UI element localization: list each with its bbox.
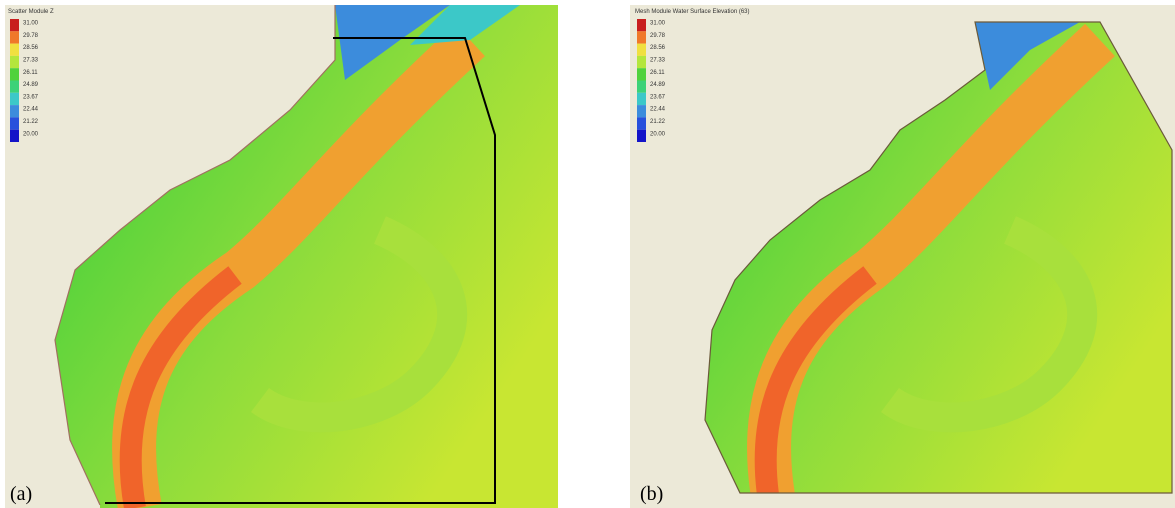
legend-label: 31.00 [650, 21, 666, 27]
legend-label: 29.78 [23, 33, 39, 39]
legend-label: 23.67 [650, 94, 666, 100]
legend-swatch [637, 19, 646, 32]
legend-label: 20.00 [650, 131, 666, 137]
legend-swatch [637, 92, 646, 106]
panel-a: Scatter Module Z 31.00 29.78 28.56 27.33 26.1… [5, 5, 558, 508]
legend-label: 29.78 [650, 33, 666, 39]
legend-swatch [637, 105, 646, 118]
legend-title: Scatter Module Z [8, 9, 54, 15]
legend-label: 28.56 [23, 45, 39, 51]
legend-label: 20.00 [23, 131, 39, 137]
legend-swatch [637, 43, 646, 56]
panel-b: Mesh Module Water Surface Elevation (63)… [630, 5, 1175, 508]
legend-label: 21.22 [650, 119, 666, 125]
legend: Mesh Module Water Surface Elevation (63)… [635, 9, 750, 142]
legend-swatch [637, 80, 646, 93]
legend-label: 31.00 [23, 21, 39, 27]
legend-swatch [10, 55, 19, 69]
legend-label: 28.56 [650, 45, 666, 51]
legend-swatch [637, 68, 646, 81]
legend-swatch [637, 31, 646, 44]
legend-title: Mesh Module Water Surface Elevation (63) [635, 9, 750, 15]
legend-label: 23.67 [23, 94, 39, 100]
legend-label: 27.33 [23, 57, 39, 63]
legend-label: 26.11 [23, 70, 38, 76]
legend-label: 26.11 [650, 70, 665, 76]
boundary [105, 37, 496, 504]
legend-label: 27.33 [650, 57, 666, 63]
legend-label: 24.89 [650, 82, 666, 88]
legend-label: 22.44 [23, 107, 39, 113]
legend-swatch [637, 129, 646, 142]
panel-label: (b) [640, 483, 663, 505]
legend: Scatter Module Z 31.00 29.78 28.56 27.33 26.1… [8, 9, 54, 142]
legend-swatch [10, 117, 19, 130]
legend-swatch [10, 129, 19, 142]
legend-label: 24.89 [23, 82, 39, 88]
legend-swatch [637, 117, 646, 130]
legend-swatch [10, 19, 19, 32]
legend-label: 22.44 [650, 107, 666, 113]
legend-swatch [10, 80, 19, 93]
legend-swatch [10, 92, 19, 106]
legend-swatch [10, 43, 19, 56]
panel-label: (a) [10, 483, 32, 505]
legend-swatch [10, 68, 19, 81]
legend-swatch [10, 31, 19, 44]
legend-swatch [10, 105, 19, 118]
legend-swatch [637, 55, 646, 69]
legend-label: 21.22 [23, 119, 39, 125]
